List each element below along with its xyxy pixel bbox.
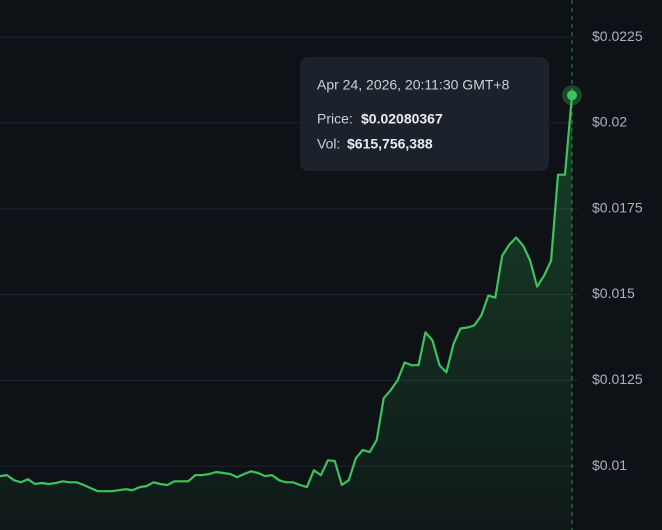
area xyxy=(0,95,572,530)
hover-point xyxy=(567,90,577,101)
tooltip-vol-label: Vol: xyxy=(317,136,340,152)
tooltip-price: $0.02080367 xyxy=(361,111,443,127)
tooltip-vol: $615,756,388 xyxy=(347,136,433,152)
tooltip-price-label: Price: xyxy=(317,111,353,127)
tooltip-date: Apr 24, 2026, 20:11:30 GMT+8 xyxy=(317,77,510,93)
y-tick-label: $0.015 xyxy=(592,285,635,301)
y-tick-label: $0.02 xyxy=(592,114,627,130)
plot xyxy=(0,0,582,530)
grid: $0.01 $0.0125 $0.015 $0.0175 $0.02 $0.0225 xyxy=(0,28,643,473)
y-tick-label: $0.0175 xyxy=(592,199,643,215)
tooltip: Apr 24, 2026, 20:11:30 GMT+8 Price: $0.0… xyxy=(300,57,549,171)
price-line xyxy=(0,95,574,493)
tooltip-box xyxy=(300,57,549,171)
y-tick-label: $0.0225 xyxy=(592,28,643,44)
y-tick-label: $0.0125 xyxy=(592,371,643,387)
y-tick-label: $0.01 xyxy=(592,457,627,473)
